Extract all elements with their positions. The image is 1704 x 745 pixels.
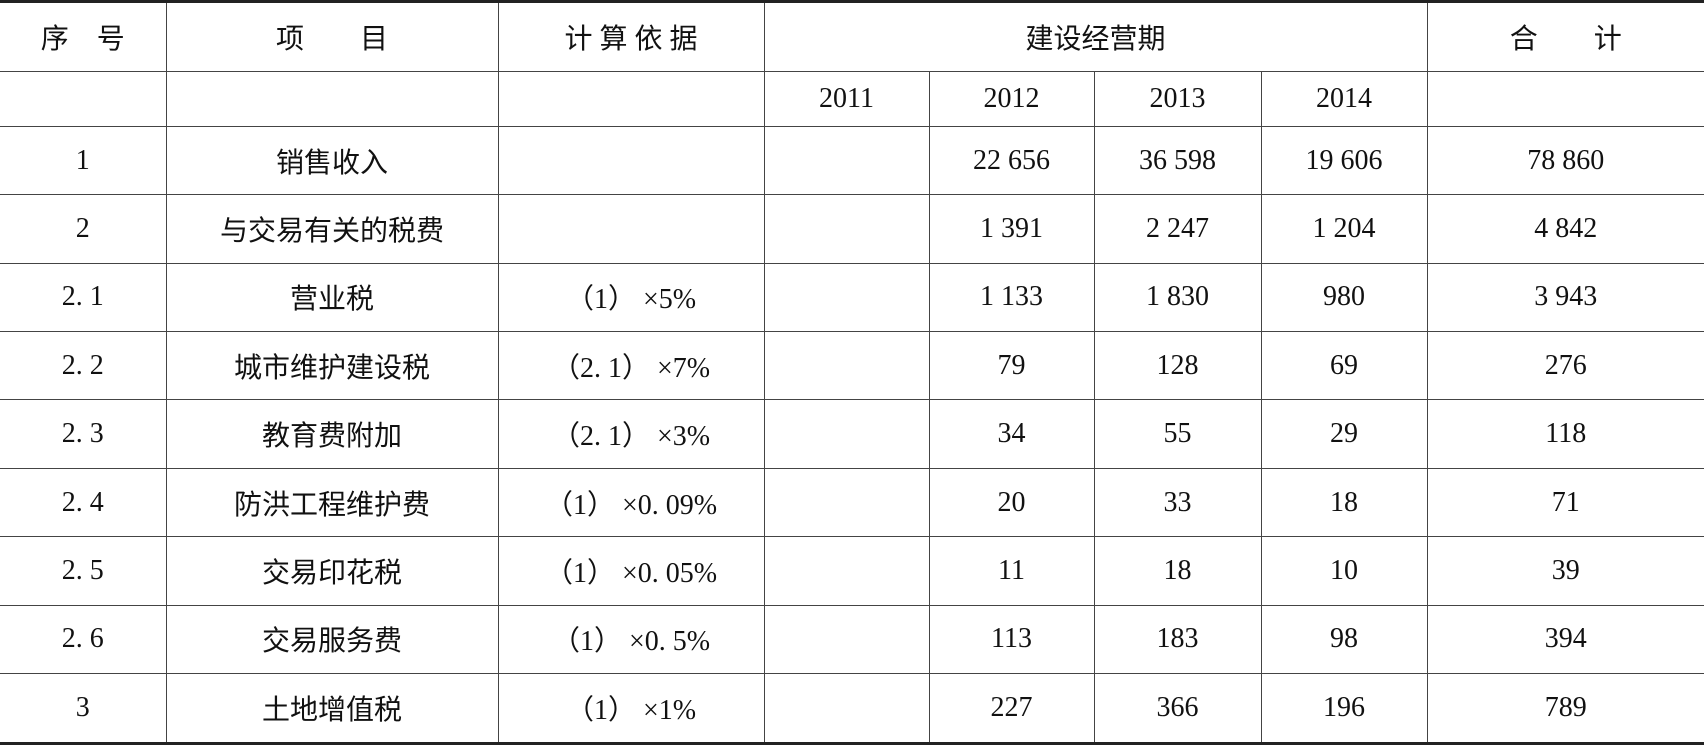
header-cell: 建设经营期 bbox=[763, 0, 1428, 73]
value-cell: 34 bbox=[928, 399, 1095, 469]
basis-cell: （2. 1） ×3% bbox=[497, 399, 765, 469]
basis-cell bbox=[497, 126, 765, 196]
value-cell bbox=[763, 126, 930, 196]
basis-cell: （1） ×1% bbox=[497, 673, 765, 745]
no-cell: 2. 6 bbox=[0, 605, 167, 674]
value-cell: 98 bbox=[1260, 605, 1428, 674]
table-row: 2. 4 防洪工程维护费 （1） ×0. 09% 20 33 18 71 bbox=[0, 468, 1704, 538]
no-cell: 2. 3 bbox=[0, 399, 167, 469]
year-cell: 2012 bbox=[928, 71, 1095, 128]
total-cell: 394 bbox=[1426, 605, 1704, 674]
value-cell: 1 830 bbox=[1093, 263, 1262, 333]
header-cell: 计 算 依 据 bbox=[497, 0, 765, 73]
total-cell: 4 842 bbox=[1426, 194, 1704, 264]
value-cell: 11 bbox=[928, 536, 1095, 606]
value-cell: 29 bbox=[1260, 399, 1428, 469]
no-cell: 2 bbox=[0, 194, 167, 264]
table-row: 1 销售收入 22 656 36 598 19 606 78 860 bbox=[0, 126, 1704, 196]
value-cell: 10 bbox=[1260, 536, 1428, 606]
item-cell: 与交易有关的税费 bbox=[165, 194, 499, 264]
value-cell: 79 bbox=[928, 331, 1095, 401]
value-cell: 69 bbox=[1260, 331, 1428, 401]
value-cell bbox=[763, 331, 930, 401]
header-cell: 合 计 bbox=[1426, 0, 1704, 73]
item-cell: 土地增值税 bbox=[165, 673, 499, 745]
basis-cell: （1） ×0. 5% bbox=[497, 605, 765, 674]
value-cell: 183 bbox=[1093, 605, 1262, 674]
item-cell: 城市维护建设税 bbox=[165, 331, 499, 401]
value-cell: 33 bbox=[1093, 468, 1262, 538]
blank-cell bbox=[497, 71, 765, 128]
item-cell: 交易印花税 bbox=[165, 536, 499, 606]
value-cell: 128 bbox=[1093, 331, 1262, 401]
value-cell bbox=[763, 673, 930, 745]
item-cell: 防洪工程维护费 bbox=[165, 468, 499, 538]
table-row: 3 土地增值税 （1） ×1% 227 366 196 789 bbox=[0, 673, 1704, 745]
total-cell: 39 bbox=[1426, 536, 1704, 606]
total-cell: 789 bbox=[1426, 673, 1704, 745]
no-cell: 1 bbox=[0, 126, 167, 196]
value-cell: 2 247 bbox=[1093, 194, 1262, 264]
table-row: 2. 5 交易印花税 （1） ×0. 05% 11 18 10 39 bbox=[0, 536, 1704, 606]
table-row: 2. 2 城市维护建设税 （2. 1） ×7% 79 128 69 276 bbox=[0, 331, 1704, 401]
no-cell: 3 bbox=[0, 673, 167, 745]
header-cell: 序 号 bbox=[0, 0, 167, 73]
value-cell bbox=[763, 605, 930, 674]
value-cell bbox=[763, 468, 930, 538]
table-row: 2011 2012 2013 2014 bbox=[0, 71, 1704, 128]
no-cell: 2. 1 bbox=[0, 263, 167, 333]
blank-cell bbox=[0, 71, 167, 128]
blank-cell bbox=[1426, 71, 1704, 128]
value-cell: 1 391 bbox=[928, 194, 1095, 264]
value-cell: 22 656 bbox=[928, 126, 1095, 196]
table-row: 2 与交易有关的税费 1 391 2 247 1 204 4 842 bbox=[0, 194, 1704, 264]
total-cell: 3 943 bbox=[1426, 263, 1704, 333]
item-cell: 教育费附加 bbox=[165, 399, 499, 469]
table-row: 2. 6 交易服务费 （1） ×0. 5% 113 183 98 394 bbox=[0, 605, 1704, 674]
value-cell: 196 bbox=[1260, 673, 1428, 745]
table-row: 2. 3 教育费附加 （2. 1） ×3% 34 55 29 118 bbox=[0, 399, 1704, 469]
blank-cell bbox=[165, 71, 499, 128]
table-row: 2. 1 营业税 （1） ×5% 1 133 1 830 980 3 943 bbox=[0, 263, 1704, 333]
total-cell: 78 860 bbox=[1426, 126, 1704, 196]
item-cell: 营业税 bbox=[165, 263, 499, 333]
value-cell: 113 bbox=[928, 605, 1095, 674]
total-cell: 71 bbox=[1426, 468, 1704, 538]
value-cell: 36 598 bbox=[1093, 126, 1262, 196]
basis-cell: （1） ×5% bbox=[497, 263, 765, 333]
value-cell bbox=[763, 399, 930, 469]
basis-cell: （1） ×0. 05% bbox=[497, 536, 765, 606]
header-cell: 项 目 bbox=[165, 0, 499, 73]
total-cell: 118 bbox=[1426, 399, 1704, 469]
value-cell bbox=[763, 194, 930, 264]
value-cell bbox=[763, 263, 930, 333]
value-cell: 19 606 bbox=[1260, 126, 1428, 196]
item-cell: 销售收入 bbox=[165, 126, 499, 196]
item-cell: 交易服务费 bbox=[165, 605, 499, 674]
value-cell: 227 bbox=[928, 673, 1095, 745]
table-row: 序 号项 目计 算 依 据建设经营期合 计 bbox=[0, 0, 1704, 73]
no-cell: 2. 2 bbox=[0, 331, 167, 401]
value-cell: 1 133 bbox=[928, 263, 1095, 333]
value-cell: 18 bbox=[1260, 468, 1428, 538]
value-cell bbox=[763, 536, 930, 606]
year-cell: 2013 bbox=[1093, 71, 1262, 128]
value-cell: 980 bbox=[1260, 263, 1428, 333]
value-cell: 20 bbox=[928, 468, 1095, 538]
no-cell: 2. 4 bbox=[0, 468, 167, 538]
no-cell: 2. 5 bbox=[0, 536, 167, 606]
year-cell: 2011 bbox=[763, 71, 930, 128]
value-cell: 18 bbox=[1093, 536, 1262, 606]
value-cell: 366 bbox=[1093, 673, 1262, 745]
total-cell: 276 bbox=[1426, 331, 1704, 401]
basis-cell bbox=[497, 194, 765, 264]
value-cell: 1 204 bbox=[1260, 194, 1428, 264]
basis-cell: （1） ×0. 09% bbox=[497, 468, 765, 538]
year-cell: 2014 bbox=[1260, 71, 1428, 128]
value-cell: 55 bbox=[1093, 399, 1262, 469]
basis-cell: （2. 1） ×7% bbox=[497, 331, 765, 401]
